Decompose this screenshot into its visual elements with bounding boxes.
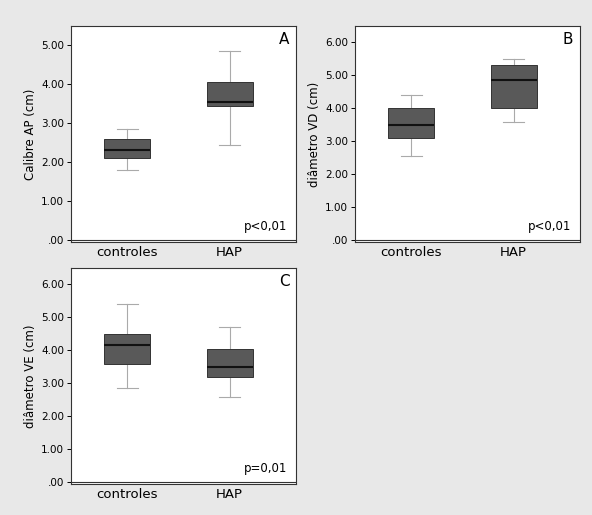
Y-axis label: Calibre AP (cm): Calibre AP (cm) — [24, 88, 37, 180]
Bar — [388, 108, 435, 138]
Text: A: A — [279, 32, 289, 47]
Y-axis label: diâmetro VD (cm): diâmetro VD (cm) — [308, 81, 321, 186]
Text: p<0,01: p<0,01 — [528, 220, 571, 233]
Text: B: B — [563, 32, 574, 47]
Bar — [207, 82, 253, 106]
Bar — [207, 349, 253, 377]
Text: C: C — [279, 274, 289, 289]
Bar — [104, 334, 150, 364]
Bar — [491, 65, 537, 108]
Y-axis label: diâmetro VE (cm): diâmetro VE (cm) — [24, 324, 37, 427]
Text: p<0,01: p<0,01 — [244, 220, 287, 233]
Text: p=0,01: p=0,01 — [244, 462, 287, 475]
Bar — [104, 139, 150, 158]
